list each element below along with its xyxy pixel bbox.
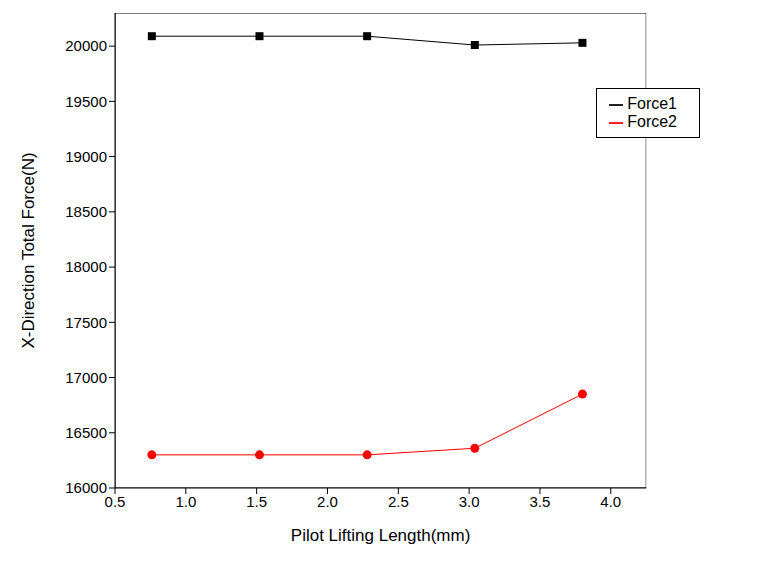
svg-text:2.5: 2.5: [388, 493, 409, 510]
svg-text:3.0: 3.0: [459, 493, 480, 510]
svg-text:19500: 19500: [65, 93, 107, 110]
svg-text:17500: 17500: [65, 314, 107, 331]
svg-text:1.5: 1.5: [246, 493, 267, 510]
svg-text:3.5: 3.5: [530, 493, 551, 510]
html-text:Force2: Force2: [627, 113, 677, 130]
svg-text:20000: 20000: [65, 37, 107, 54]
svg-text:16500: 16500: [65, 424, 107, 441]
svg-text:18000: 18000: [65, 258, 107, 275]
svg-text:4.0: 4.0: [600, 493, 621, 510]
svg-text:16000: 16000: [65, 479, 107, 496]
html-text:Force1: Force1: [627, 95, 677, 112]
svg-text:2.0: 2.0: [317, 493, 338, 510]
svg-text:X-Direction Total Force(N): X-Direction Total Force(N): [19, 152, 38, 348]
svg-text:Pilot Lifting Length(mm): Pilot Lifting Length(mm): [291, 526, 471, 545]
svg-text:19000: 19000: [65, 148, 107, 165]
svg-text:1.0: 1.0: [175, 493, 196, 510]
svg-text:0.5: 0.5: [105, 493, 126, 510]
svg-text:18500: 18500: [65, 203, 107, 220]
svg-text:17000: 17000: [65, 369, 107, 386]
